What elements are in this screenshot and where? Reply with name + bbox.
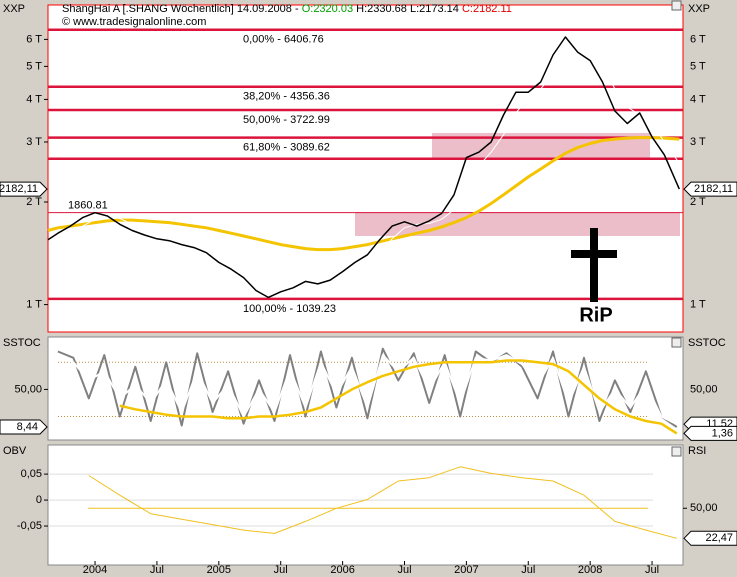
marker-label: 1860.81: [68, 200, 108, 212]
x-tick-label: 2008: [578, 564, 602, 576]
x-tick-label: Jul: [397, 564, 411, 576]
y-tick-label: 50,00: [14, 383, 42, 395]
panel-title: OBV: [3, 445, 27, 457]
y-tick-label: 6 T: [690, 33, 706, 45]
value-box-label: 8,44: [17, 421, 38, 433]
symbol: XXP: [3, 3, 25, 15]
header: ShangHai A [.SHANG Wöchentlich] 14.09.20…: [62, 3, 512, 15]
value-box-label: 22,47: [705, 532, 733, 544]
y-tick-label: 1 T: [690, 299, 706, 311]
series-line: [57, 347, 678, 428]
close: C:2182.11: [462, 3, 512, 15]
cross: [590, 228, 598, 302]
value-box-label: 1,36: [712, 427, 733, 439]
support-zone: [355, 212, 680, 236]
y-tick-label: 0,05: [21, 468, 42, 480]
y2-tick-label: 50,00: [690, 502, 718, 514]
y-tick-label: 2 T: [26, 196, 42, 208]
x-tick-label: 2006: [330, 564, 354, 576]
y-tick-label: 5 T: [690, 60, 706, 72]
y-tick-label: 3 T: [690, 136, 706, 148]
source: © www.tradesignalonline.com: [62, 16, 206, 28]
fib-label: 50,00% - 3722.99: [243, 114, 330, 126]
title: ShangHai A [.SHANG Wöchentlich] 14.09.20…: [62, 3, 302, 15]
fib-label: 100,00% - 1039.23: [243, 303, 336, 315]
open: O:2320.03: [302, 3, 353, 15]
series-line: [57, 354, 678, 426]
plot: 2004 Jul 2005 Jul 2006 Jul 2007 Jul 2008 Jul 1 T 1 …: [0, 28, 737, 576]
value-box: [683, 530, 737, 546]
series-line: [47, 136, 680, 252]
series-line: [57, 46, 680, 293]
series-line: [119, 359, 678, 435]
price-panel: [47, 4, 684, 333]
fib-label: 61,80% - 3089.62: [243, 142, 330, 154]
value-box-label: 2182,11: [694, 183, 733, 195]
annotation: RiP: [579, 304, 612, 326]
rsi-panel: [47, 444, 684, 566]
value-box: [683, 181, 737, 197]
x-tick-label: 2005: [207, 564, 231, 576]
panel-icon[interactable]: [671, 446, 682, 457]
panel-icon[interactable]: [671, 0, 682, 11]
symbol: XXP: [688, 3, 710, 15]
y-tick-label: 1 T: [26, 299, 42, 311]
y-tick-label: 4 T: [26, 93, 42, 105]
y-tick-label: -0,05: [17, 520, 42, 532]
stoch-panel: [47, 336, 684, 441]
series-line: [88, 466, 677, 539]
y-tick-label: 0: [36, 494, 42, 506]
x-tick-label: Jul: [150, 564, 164, 576]
value-box: [683, 425, 737, 441]
fib-label: 0,00% - 6406.76: [243, 34, 324, 46]
series-line: [47, 36, 680, 299]
value-box: [0, 181, 48, 197]
value-box: [0, 419, 48, 435]
y-tick-label: 2 T: [690, 196, 706, 208]
y-tick-label: 50,00: [690, 383, 718, 395]
y-tick-label: 4 T: [690, 93, 706, 105]
panel-icon[interactable]: [671, 337, 682, 348]
value-box-label: 2182,11: [0, 183, 38, 195]
cross: [571, 250, 617, 258]
y-tick-label: 5 T: [26, 60, 42, 72]
y-tick-label: 6 T: [26, 33, 42, 45]
fib-label: 38,20% - 4356.36: [243, 91, 330, 103]
x-tick-label: Jul: [521, 564, 535, 576]
panel-title: SSTOC: [688, 337, 726, 349]
panel-title: SSTOC: [3, 337, 41, 349]
panel-title: RSI: [688, 445, 706, 457]
x-tick-label: Jul: [274, 564, 288, 576]
x-tick-label: Jul: [645, 564, 659, 576]
x-tick-label: 2004: [83, 564, 107, 576]
high-low: H:2330.68 L:2173.14: [353, 3, 462, 15]
y-tick-label: 3 T: [26, 136, 42, 148]
x-tick-label: 2007: [454, 564, 478, 576]
